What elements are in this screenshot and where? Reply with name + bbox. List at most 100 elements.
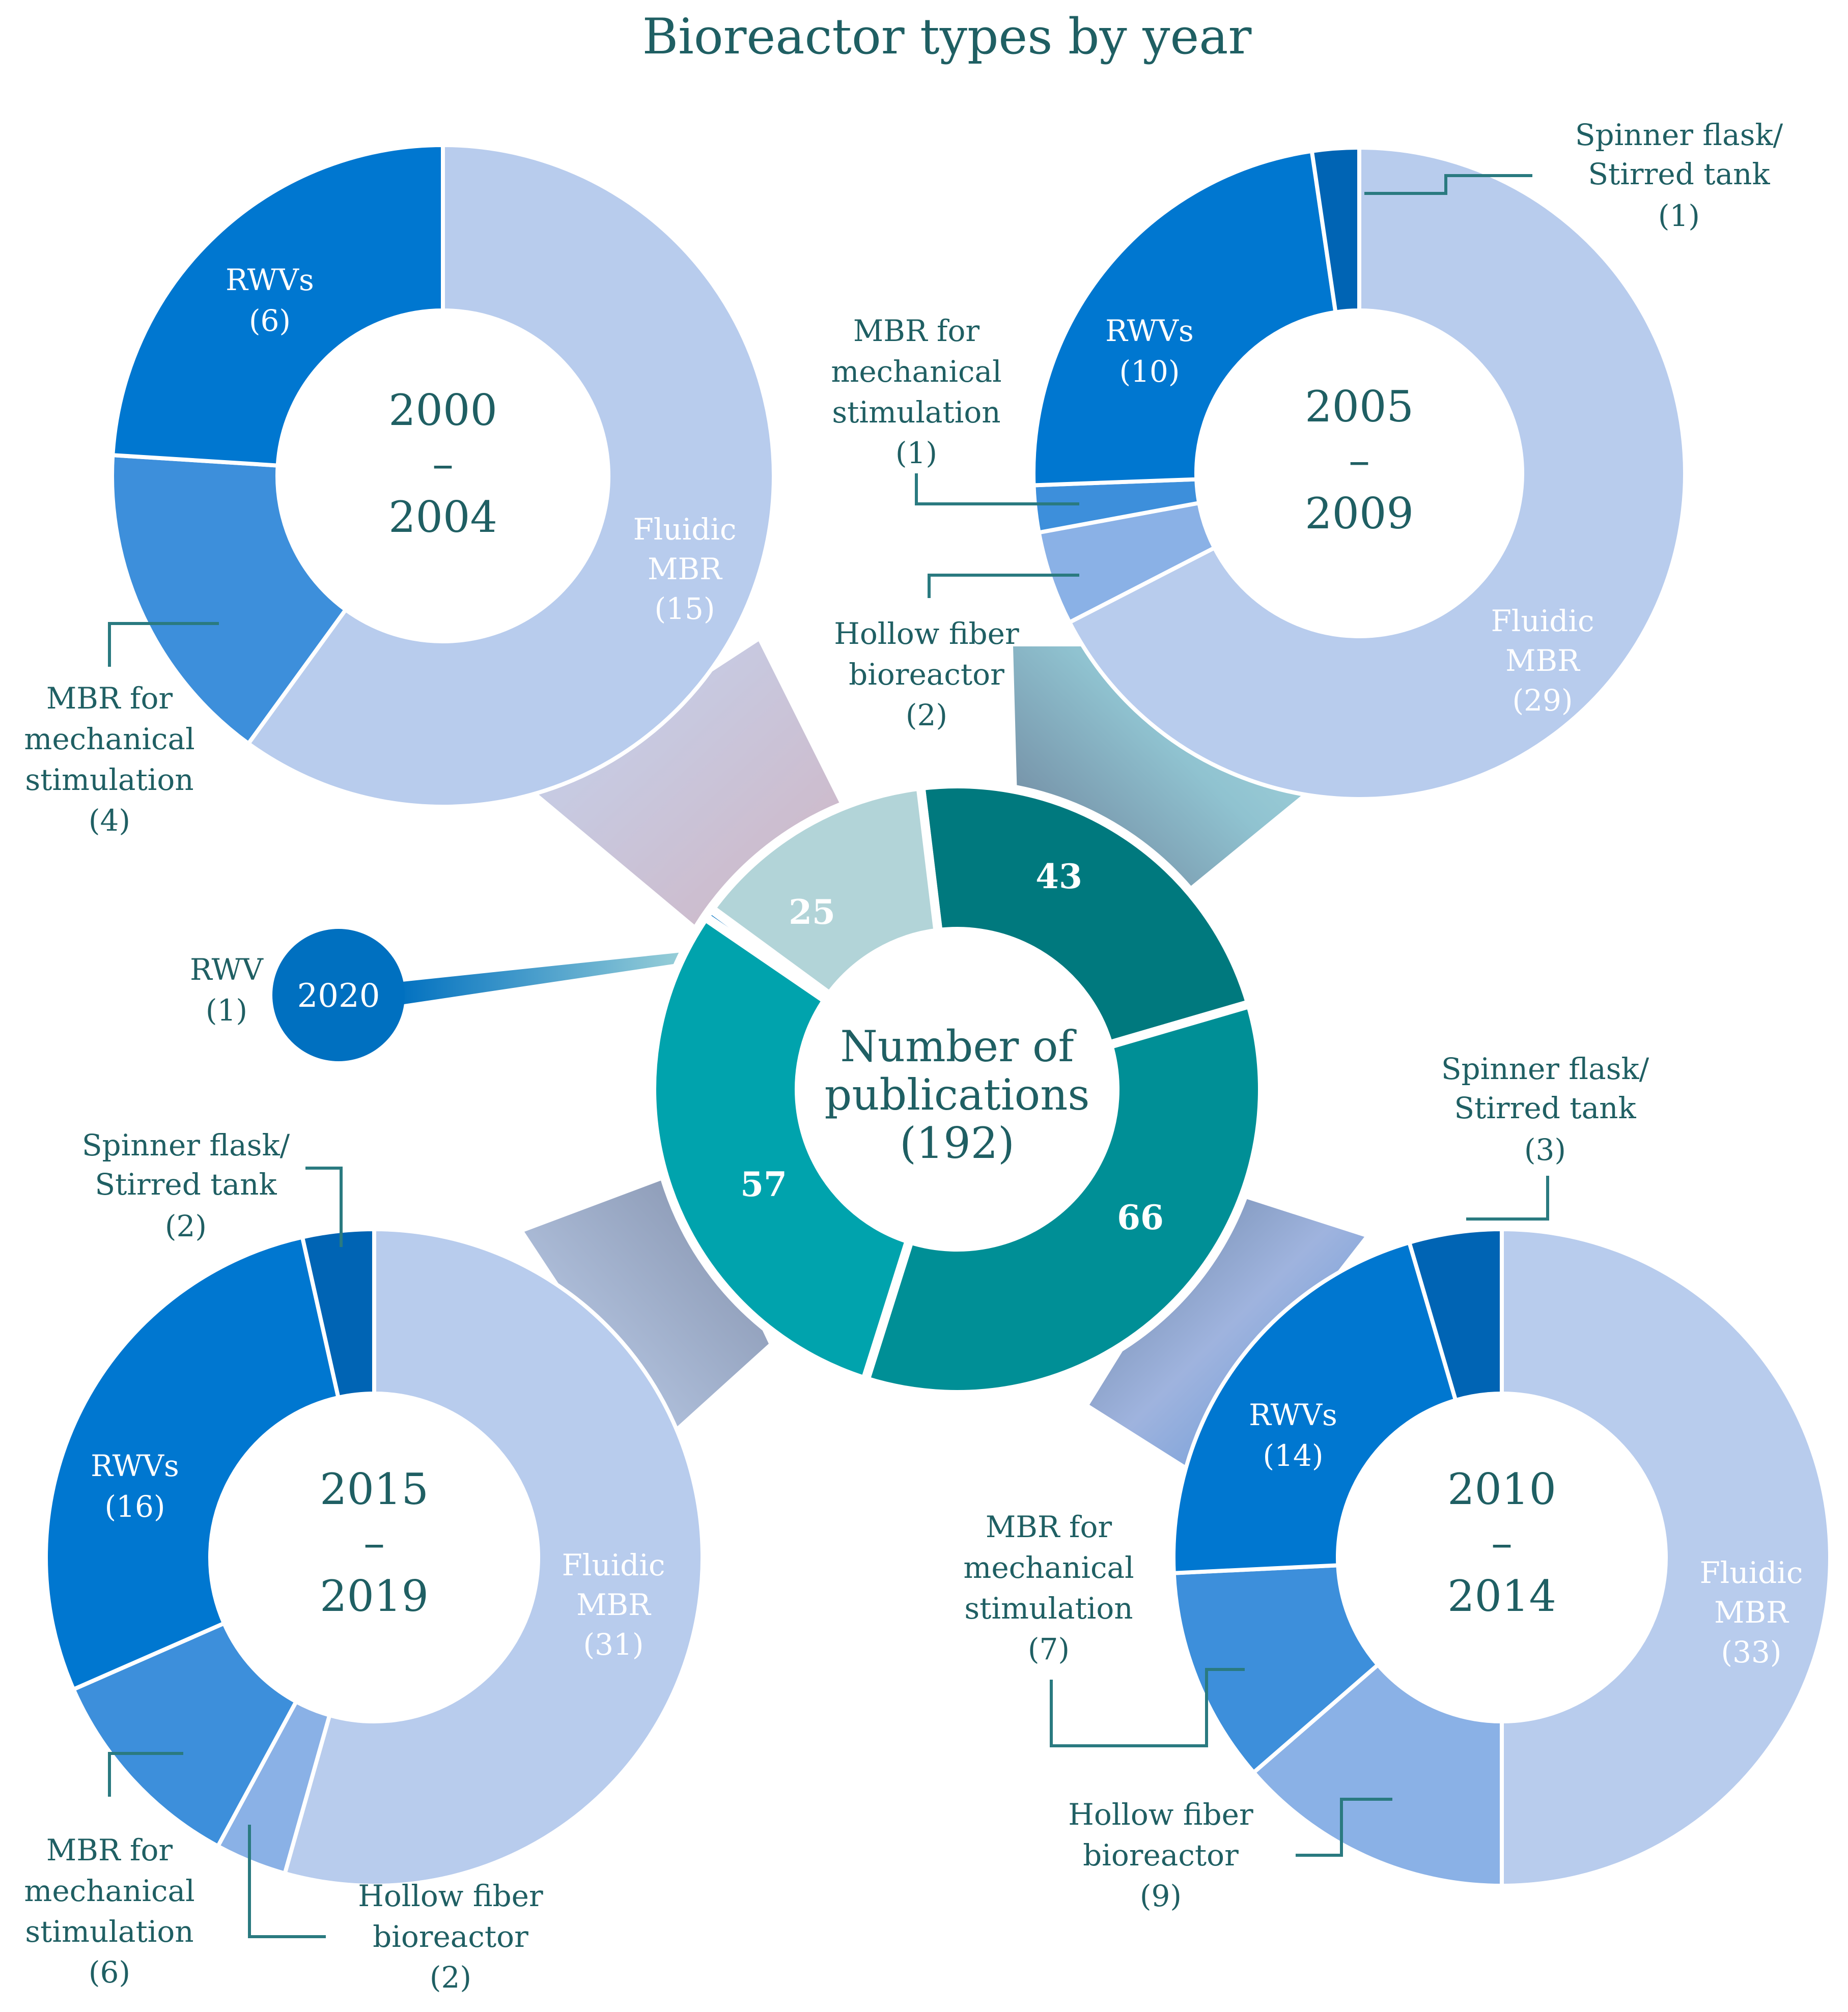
- d2015-hollow-2: bioreactor: [373, 1919, 528, 1954]
- donut-2000-slices: [110, 143, 776, 809]
- period-2005-end: 2009: [1305, 489, 1414, 539]
- d2000-fluidic-2: MBR: [648, 552, 723, 586]
- d2005-mbr-4: (1): [895, 436, 937, 470]
- rwv-2020-label: RWV: [190, 952, 264, 987]
- year-2020-circle: [272, 929, 405, 1061]
- donut-2005-2009: 2005 – 2009 Fluidic MBR (29) RWVs (10) S…: [831, 118, 1783, 801]
- period-2005-start: 2005: [1305, 382, 1414, 432]
- d2005-spinner-3: (1): [1658, 199, 1700, 233]
- d2015-hollow-1: Hollow fiber: [358, 1879, 543, 1913]
- period-2015-end: 2019: [320, 1571, 429, 1621]
- d2000-mbr-1: MBR for: [46, 681, 173, 716]
- d2005-slice-4: [1309, 145, 1361, 315]
- period-2000-dash: –: [432, 439, 454, 489]
- center-value-43: 43: [1035, 857, 1082, 896]
- year-2020-label: 2020: [297, 977, 380, 1015]
- d2010-hollow-1: Hollow fiber: [1068, 1797, 1253, 1832]
- period-2010-dash: –: [1491, 1518, 1513, 1568]
- d2005-slice-0: [1067, 145, 1687, 801]
- d2005-spinner-leader: [1364, 174, 1532, 195]
- d2010-slice-3: [1171, 1240, 1459, 1575]
- d2005-spinner-1: Spinner flask/: [1575, 118, 1783, 152]
- d2010-fluidic-3: (33): [1721, 1635, 1781, 1669]
- d2015-hollow-3: (2): [430, 1960, 471, 1995]
- d2000-mbr-2: mechanical: [24, 722, 194, 756]
- d2005-fluidic-2: MBR: [1505, 643, 1581, 678]
- center-label-line1: Number of: [840, 1022, 1077, 1071]
- d2010-hollow-3: (9): [1140, 1879, 1182, 1913]
- d2005-hollow-3: (2): [906, 698, 947, 732]
- center-label-line2: publications: [825, 1070, 1090, 1120]
- d2015-spinner-3: (2): [165, 1209, 207, 1243]
- d2000-mbr-3: stimulation: [25, 762, 193, 797]
- center-value-25: 25: [789, 892, 835, 932]
- center-value-57: 57: [740, 1165, 787, 1204]
- center-slice-1: [859, 998, 1267, 1399]
- d2015-spinner-leader: [305, 1167, 343, 1247]
- connector-2020: [397, 952, 687, 1005]
- d2010-fluidic-1: Fluidic: [1700, 1555, 1803, 1590]
- d2005-mbr-1: MBR for: [853, 314, 980, 348]
- d2010-slice-0: [1500, 1227, 1832, 1888]
- period-2005-dash: –: [1349, 435, 1370, 485]
- period-2015-dash: –: [363, 1518, 385, 1568]
- d2010-spinner-3: (3): [1524, 1132, 1566, 1167]
- donut-2010-slices: [1171, 1227, 1832, 1888]
- d2010-hollow-2: bioreactor: [1083, 1838, 1239, 1873]
- d2015-rwv-1: RWVs: [91, 1449, 179, 1483]
- donut-2015-2019: 2015 – 2019 Fluidic MBR (31) RWVs (16) S…: [24, 1128, 705, 1995]
- donut-2010-2014: 2010 – 2014 Fluidic MBR (33) RWVs (14) S…: [963, 1052, 1832, 1913]
- d2010-mbr-3: stimulation: [964, 1591, 1133, 1626]
- d2015-slice-3: [44, 1234, 341, 1692]
- d2005-mbr-2: mechanical: [831, 354, 1001, 389]
- d2005-fluidic-3: (29): [1512, 683, 1573, 718]
- d2015-rwv-2: (16): [104, 1489, 165, 1524]
- d2015-hollow-leader: [248, 1825, 326, 1938]
- d2005-hollow-2: bioreactor: [849, 657, 1004, 692]
- d2015-mbr-1: MBR for: [46, 1833, 173, 1867]
- d2015-mbr-2: mechanical: [24, 1874, 194, 1908]
- d2010-fluidic-2: MBR: [1714, 1595, 1789, 1630]
- center-donut: Number of publications (192) 43 66 57 25: [647, 779, 1267, 1399]
- d2005-mbr-leader: [915, 473, 1079, 505]
- donut-2005-slices: [1031, 145, 1687, 801]
- d2010-mbr-2: mechanical: [963, 1550, 1134, 1585]
- period-2010-start: 2010: [1447, 1464, 1556, 1514]
- d2010-mbr-1: MBR for: [986, 1510, 1112, 1544]
- period-2000-start: 2000: [388, 385, 497, 435]
- d2015-slice-4: [300, 1227, 376, 1400]
- d2010-rwv-2: (14): [1263, 1438, 1323, 1473]
- d2015-mbr-3: stimulation: [25, 1914, 193, 1949]
- d2000-mbr-4: (4): [89, 803, 130, 838]
- d2005-hollow-1: Hollow fiber: [834, 616, 1019, 651]
- d2005-hollow-leader: [928, 574, 1079, 598]
- d2015-mbr-4: (6): [89, 1955, 130, 1990]
- center-slice-4: [704, 781, 943, 1003]
- d2015-slice-0: [282, 1227, 705, 1888]
- center-slice-0: [915, 779, 1256, 1051]
- d2015-fluidic-2: MBR: [576, 1588, 652, 1622]
- d2005-fluidic-1: Fluidic: [1491, 604, 1594, 638]
- d2010-slice-4: [1407, 1227, 1504, 1403]
- center-slices: [647, 779, 1267, 1399]
- d2005-spinner-2: Stirred tank: [1588, 157, 1770, 191]
- d2010-mbr-4: (7): [1028, 1632, 1070, 1666]
- d2005-rwv-2: (10): [1119, 354, 1180, 389]
- d2000-fluidic-3: (15): [654, 591, 715, 626]
- center-value-66: 66: [1117, 1198, 1164, 1237]
- d2000-slice-2: [110, 143, 445, 468]
- period-2015-start: 2015: [320, 1464, 429, 1514]
- period-2010-end: 2014: [1447, 1571, 1556, 1621]
- d2010-spinner-1: Spinner flask/: [1441, 1052, 1649, 1086]
- period-2000-end: 2004: [388, 492, 497, 542]
- d2015-mbr-leader: [108, 1752, 183, 1797]
- d2000-slice-1: [110, 452, 349, 747]
- d2010-spinner-leader: [1466, 1176, 1549, 1221]
- d2015-spinner-1: Spinner flask/: [82, 1128, 290, 1163]
- d2000-mbr-leader: [108, 622, 219, 667]
- donut-2015-slices: [44, 1227, 705, 1888]
- center-label-line3: (192): [900, 1118, 1015, 1168]
- d2005-rwv-1: RWVs: [1105, 314, 1194, 348]
- d2010-mbr-leader: [1050, 1668, 1245, 1747]
